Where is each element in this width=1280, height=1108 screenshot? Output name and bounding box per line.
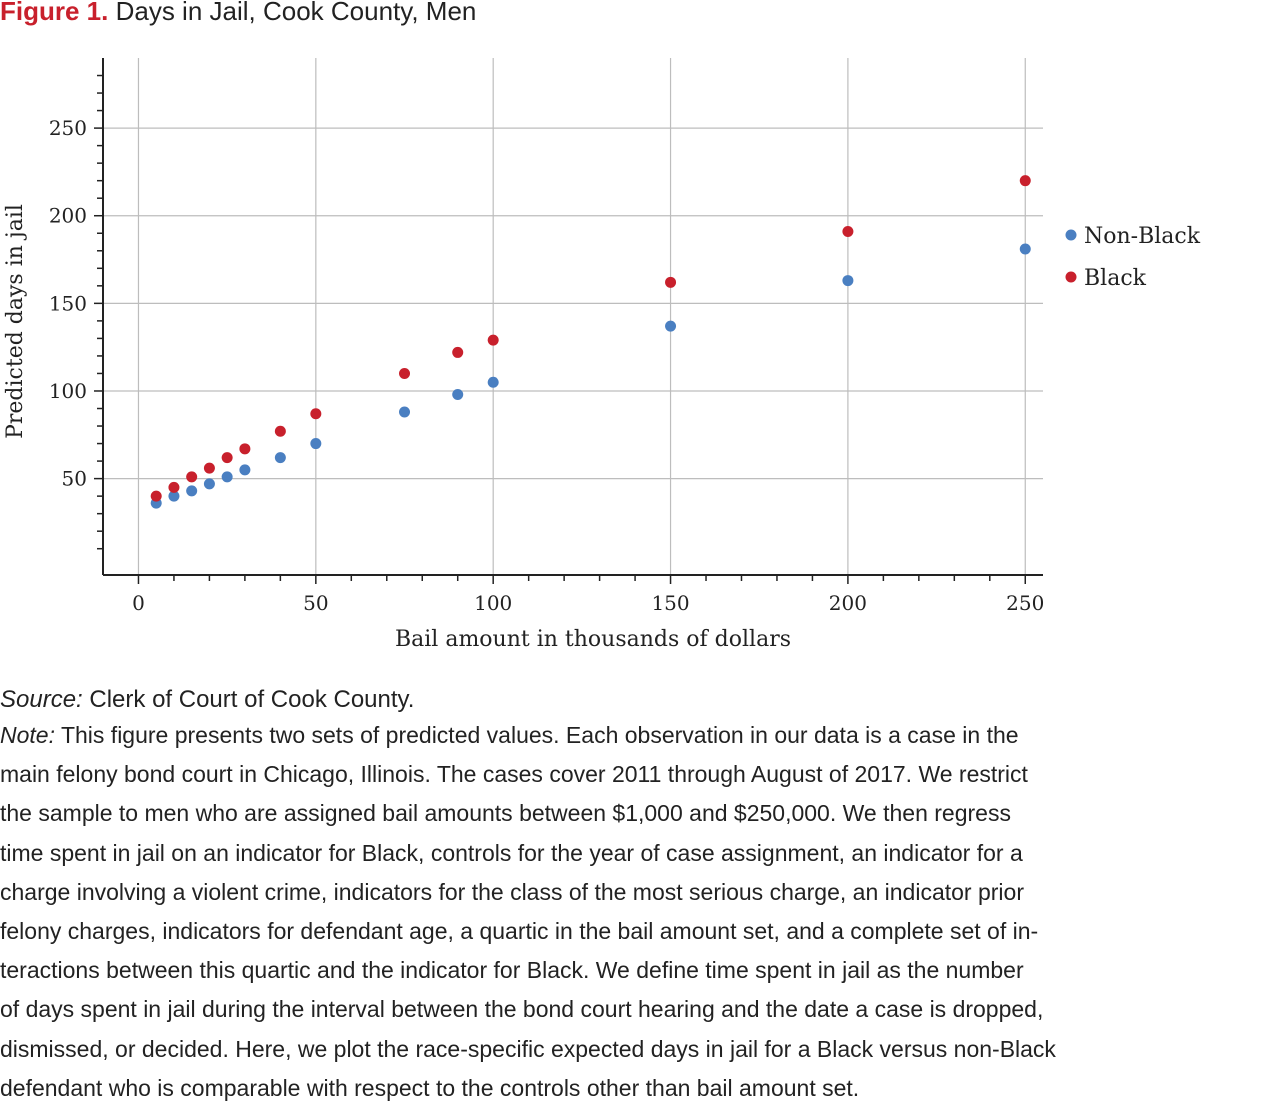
figure-title-text: Days in Jail, Cook County, Men xyxy=(115,0,477,26)
data-point-non-black xyxy=(487,376,499,388)
note-line-text: charge involving a violent crime, indica… xyxy=(0,878,1024,905)
note-line: charge involving a violent crime, indica… xyxy=(0,873,1280,912)
y-axis-title: Predicted days in jail xyxy=(3,204,28,439)
note-line-text: This figure presents two sets of predict… xyxy=(60,722,1019,748)
data-point-black xyxy=(203,462,215,474)
figure-label: Figure 1. xyxy=(0,0,109,26)
data-points xyxy=(150,175,1031,509)
x-tick-label: 100 xyxy=(474,591,512,615)
data-point-non-black xyxy=(221,471,233,483)
note-line-text: defendant who is comparable with respect… xyxy=(0,1074,860,1101)
note-line-text: dismissed, or decided. Here, we plot the… xyxy=(0,1035,1056,1062)
x-tick-label: 0 xyxy=(132,591,145,615)
data-point-black xyxy=(221,452,233,464)
data-point-non-black xyxy=(274,452,286,464)
x-axis-title: Bail amount in thousands of dollars xyxy=(395,627,791,652)
data-point-black xyxy=(452,346,464,358)
source-line: Source: Clerk of Court of Cook County. xyxy=(0,680,1280,719)
tick-labels: 0 50 100 150 200 250 50 100 150 200 250 xyxy=(49,116,1045,615)
y-tick-label: 100 xyxy=(49,379,87,403)
grid xyxy=(103,58,1043,575)
y-tick-label: 250 xyxy=(49,116,87,140)
data-point-black xyxy=(1019,175,1031,187)
data-point-black xyxy=(310,408,322,420)
x-tick-label: 150 xyxy=(651,591,689,615)
source-text: Clerk of Court of Cook County. xyxy=(89,686,415,713)
data-point-non-black xyxy=(665,320,677,332)
ticks xyxy=(94,74,1027,584)
data-point-black xyxy=(842,226,854,238)
x-tick-label: 50 xyxy=(303,591,328,615)
note-line-text: teractions between this quartic and the … xyxy=(0,957,1024,984)
note-line-text: the sample to men who are assigned bail … xyxy=(0,800,1011,827)
data-point-non-black xyxy=(310,438,322,450)
note-line: teractions between this quartic and the … xyxy=(0,951,1280,990)
note-line: of days spent in jail during the interva… xyxy=(0,990,1280,1029)
data-point-black xyxy=(168,481,180,493)
legend-label-black: Black xyxy=(1084,266,1147,291)
data-point-black xyxy=(150,490,162,502)
data-point-non-black xyxy=(203,478,215,490)
note-line-text: of days spent in jail during the interva… xyxy=(0,996,1044,1023)
x-tick-label: 200 xyxy=(829,591,867,615)
note-line: main felony bond court in Chicago, Illin… xyxy=(0,755,1280,794)
data-point-black xyxy=(274,425,286,437)
note-line: dismissed, or decided. Here, we plot the… xyxy=(0,1030,1280,1069)
data-point-non-black xyxy=(842,275,854,287)
data-point-non-black xyxy=(186,485,198,497)
scatter-chart: 0 50 100 150 200 250 50 100 150 200 250 Bail amoun… xyxy=(3,58,1201,652)
legend-label-non-black: Non-Black xyxy=(1084,224,1201,249)
note-line-text: main felony bond court in Chicago, Illin… xyxy=(0,761,1028,788)
figure-title: Figure 1. Days in Jail, Cook County, Men xyxy=(0,0,476,27)
y-tick-label: 150 xyxy=(49,291,87,315)
note-line: defendant who is comparable with respect… xyxy=(0,1069,1280,1108)
data-point-non-black xyxy=(1019,243,1031,255)
y-tick-label: 50 xyxy=(62,467,87,491)
source-label: Source: xyxy=(0,686,83,713)
legend-marker-non-black xyxy=(1065,229,1077,241)
y-tick-label: 200 xyxy=(49,204,87,228)
note-line-text: time spent in jail on an indicator for B… xyxy=(0,839,1023,866)
axes xyxy=(102,58,1043,576)
note-line: time spent in jail on an indicator for B… xyxy=(0,834,1280,873)
data-point-non-black xyxy=(168,490,180,502)
x-tick-label: 250 xyxy=(1006,591,1044,615)
note-line: felony charges, indicators for defendant… xyxy=(0,912,1280,951)
data-point-non-black xyxy=(239,464,251,476)
data-point-black xyxy=(399,367,411,379)
legend: Non-Black Black xyxy=(1065,224,1201,291)
data-point-black xyxy=(487,334,499,346)
data-point-black xyxy=(239,443,251,455)
data-point-black xyxy=(186,471,198,483)
legend-marker-black xyxy=(1065,271,1077,283)
note-line-text: felony charges, indicators for defendant… xyxy=(0,918,1039,945)
note-line: the sample to men who are assigned bail … xyxy=(0,794,1280,833)
note-label: Note: xyxy=(0,722,55,748)
data-point-non-black xyxy=(452,388,464,400)
data-point-non-black xyxy=(399,406,411,418)
note-paragraph: Note: This figure presents two sets of p… xyxy=(0,716,1280,1108)
data-point-black xyxy=(665,276,677,288)
note-line: Note: This figure presents two sets of p… xyxy=(0,716,1280,755)
